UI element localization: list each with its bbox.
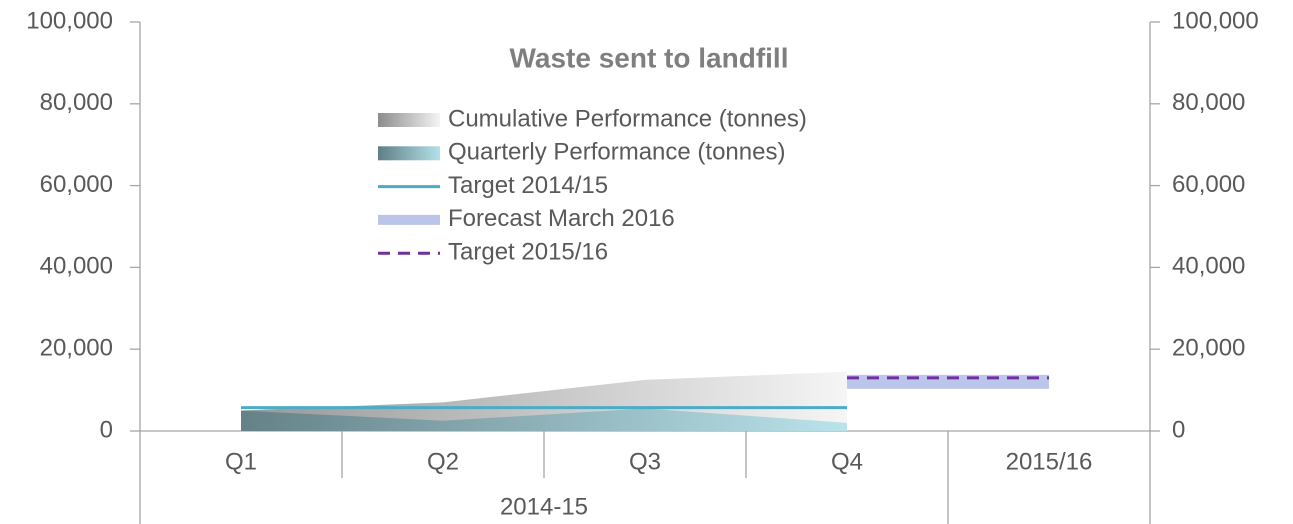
y2-tick-label: 60,000 [1172,171,1245,198]
legend-label: Cumulative Performance (tonnes) [448,105,807,132]
x-tick-label: Q3 [629,448,661,475]
y-tick-label: 100,000 [26,7,113,34]
y-tick-label: 60,000 [40,171,113,198]
y-tick-label: 0 [100,416,113,443]
legend-label: Target 2015/16 [448,239,608,266]
y-tick-label: 20,000 [40,335,113,362]
y2-tick-label: 20,000 [1172,335,1245,362]
y2-tick-label: 80,000 [1172,89,1245,116]
legend-label: Target 2014/15 [448,172,608,199]
legend-label: Forecast March 2016 [448,205,675,232]
y2-tick-label: 100,000 [1172,7,1259,34]
y-tick-label: 40,000 [40,253,113,280]
x-tick-label: Q1 [225,448,257,475]
y2-tick-label: 0 [1172,416,1185,443]
y-tick-label: 80,000 [40,89,113,116]
legend-swatch [378,146,440,161]
x-tick-label: Q2 [427,448,459,475]
legend-label: Quarterly Performance (tonnes) [448,139,785,166]
x-tick-label: Q4 [831,448,863,475]
x-tick-label: 2015/16 [1006,448,1093,475]
category-group-label: 2014-15 [500,493,588,520]
y2-tick-label: 40,000 [1172,253,1245,280]
chart-title: Waste sent to landfill [510,42,789,73]
area [241,408,847,431]
legend-swatch [378,113,440,127]
